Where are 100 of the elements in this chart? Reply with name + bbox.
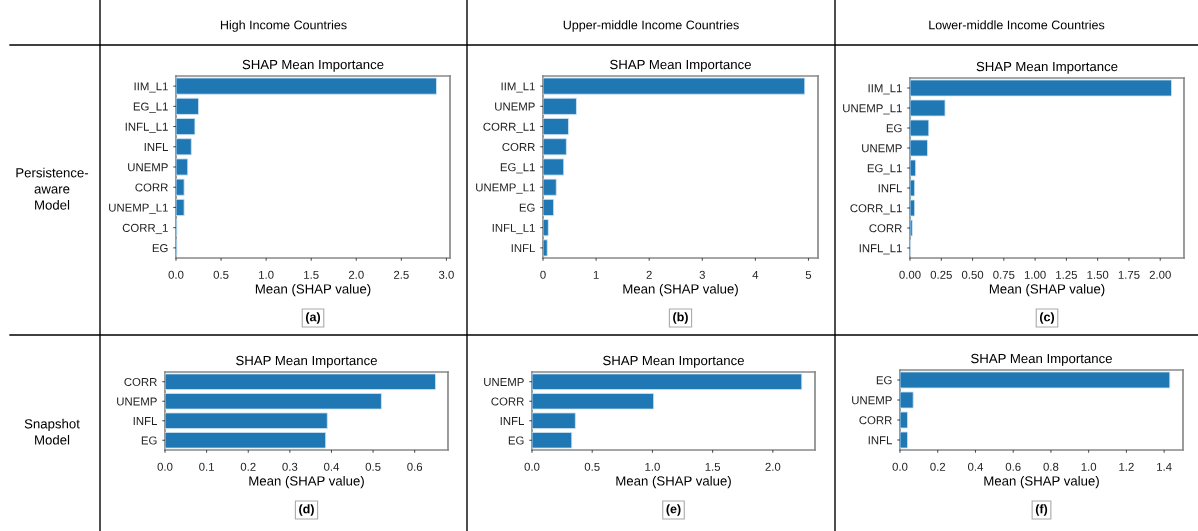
x-tick-label: 4	[752, 270, 759, 279]
x-tick-label: 1.2	[1119, 462, 1134, 471]
x-tick-label: 2	[646, 270, 652, 279]
x-tick-label: 0.6	[1005, 462, 1021, 471]
y-tick-label: UNEMP	[117, 397, 157, 406]
text: (b)	[673, 312, 688, 324]
y-tick-label: EG	[141, 436, 157, 445]
x-tick-label: 3.0	[438, 270, 454, 279]
bar	[176, 97, 199, 115]
x-tick-label: 0.0	[157, 462, 173, 471]
y-tick-label: INFL	[133, 417, 157, 425]
x-tick-label: 0.1	[199, 462, 214, 471]
y-tick-label: UNEMP	[495, 102, 535, 111]
bar	[543, 178, 557, 196]
bar	[910, 119, 930, 137]
chart-subtitle: Lower-middle Income Countries	[929, 20, 1105, 30]
y-tick-label: INFL_L1	[125, 122, 168, 133]
bar	[165, 393, 382, 410]
x-tick-label: 5	[805, 270, 812, 279]
y-tick-label: INFL	[868, 436, 892, 445]
x-tick-label: 1.4	[1157, 462, 1172, 471]
x-tick-label: 2.5	[393, 270, 409, 279]
y-tick-label: EG_L1	[500, 163, 535, 174]
x-axis-title: Mean (SHAP value)	[984, 475, 1099, 489]
x-tick-label: 0.6	[407, 462, 423, 471]
x-tick-label: 1.0	[645, 462, 660, 471]
text: Persistence-aware Model	[16, 167, 89, 210]
bar	[532, 393, 655, 410]
chart-title: SHAP Mean Importance	[976, 61, 1118, 74]
x-tick-label: 0.8	[1043, 462, 1059, 471]
x-tick-label: 0.5	[213, 270, 229, 279]
y-tick-label: INFL_L1	[859, 244, 902, 255]
y-tick-label: INFL_L1	[492, 223, 535, 235]
y-tick-label: IIM_L1	[501, 82, 535, 93]
y-tick-label: INFL	[500, 417, 524, 425]
y-tick-label: IIM_L1	[134, 82, 168, 93]
y-tick-label: EG	[508, 436, 524, 445]
y-tick-label: CORR	[124, 377, 157, 386]
bar	[910, 159, 917, 177]
x-tick-label: 0.0	[892, 462, 908, 471]
bar	[910, 199, 916, 217]
text: (d)	[299, 504, 314, 516]
y-tick-label: UNEMP	[484, 378, 524, 386]
x-tick-label: 1.00	[1024, 270, 1046, 279]
bar	[532, 432, 573, 449]
y-tick-label: INFL	[878, 184, 902, 193]
bar	[543, 77, 806, 95]
text: (e)	[666, 504, 681, 516]
x-tick-label: 0.0	[524, 462, 540, 471]
y-tick-label: EG_L1	[867, 164, 902, 175]
bar	[532, 373, 803, 390]
chart-title: SHAP Mean Importance	[603, 355, 744, 368]
bar	[910, 139, 928, 157]
y-tick-label: CORR	[135, 183, 168, 192]
bar	[176, 138, 192, 156]
bar	[165, 432, 327, 449]
x-tick-label: 0.5	[584, 462, 600, 471]
bar	[543, 138, 567, 156]
chart-title: SHAP Mean Importance	[242, 59, 384, 72]
x-tick-label: 2.0	[348, 270, 364, 279]
chart-subtitle: Upper-middle Income Countries	[563, 20, 739, 32]
y-tick-label: EG	[876, 376, 892, 385]
bar	[176, 198, 185, 216]
bar	[543, 97, 577, 115]
y-tick-label: EG	[519, 203, 535, 212]
y-tick-label: CORR_L1	[850, 204, 902, 215]
bar	[176, 77, 437, 95]
x-tick-label: 0.25	[930, 270, 952, 279]
y-tick-label: CORR	[491, 397, 524, 406]
bar	[543, 219, 549, 237]
bar	[532, 412, 576, 429]
bar	[910, 219, 913, 237]
x-tick-label: 0.2	[240, 462, 256, 471]
x-tick-label: 1.5	[705, 462, 721, 471]
x-tick-label: 0.75	[993, 270, 1015, 279]
x-tick-label: 1.50	[1087, 270, 1109, 279]
bar	[900, 371, 1171, 389]
x-tick-label: 0	[540, 270, 546, 279]
bar	[910, 99, 946, 117]
y-tick-label: CORR	[502, 142, 535, 152]
x-tick-label: 1.25	[1056, 270, 1077, 279]
bar	[900, 431, 908, 449]
x-tick-label: 0.0	[168, 270, 184, 279]
x-tick-label: 1.0	[1081, 462, 1097, 471]
bar	[176, 118, 196, 136]
x-tick-label: 0.3	[282, 462, 298, 471]
x-tick-label: 1.5	[304, 270, 319, 279]
y-tick-label: INFL	[144, 143, 168, 151]
x-axis-title: Mean (SHAP value)	[623, 283, 738, 297]
bar	[165, 373, 436, 390]
x-tick-label: 2.0	[765, 462, 781, 471]
y-tick-label: CORR	[869, 224, 902, 233]
y-tick-label: EG_L1	[133, 102, 168, 113]
x-tick-label: 2.00	[1149, 270, 1171, 279]
bar	[900, 411, 908, 429]
text: (a)	[305, 312, 321, 324]
bar	[543, 158, 565, 176]
x-tick-label: 1	[593, 270, 599, 279]
y-tick-label: UNEMP_L1	[476, 183, 535, 194]
y-tick-label: EG	[152, 244, 168, 253]
